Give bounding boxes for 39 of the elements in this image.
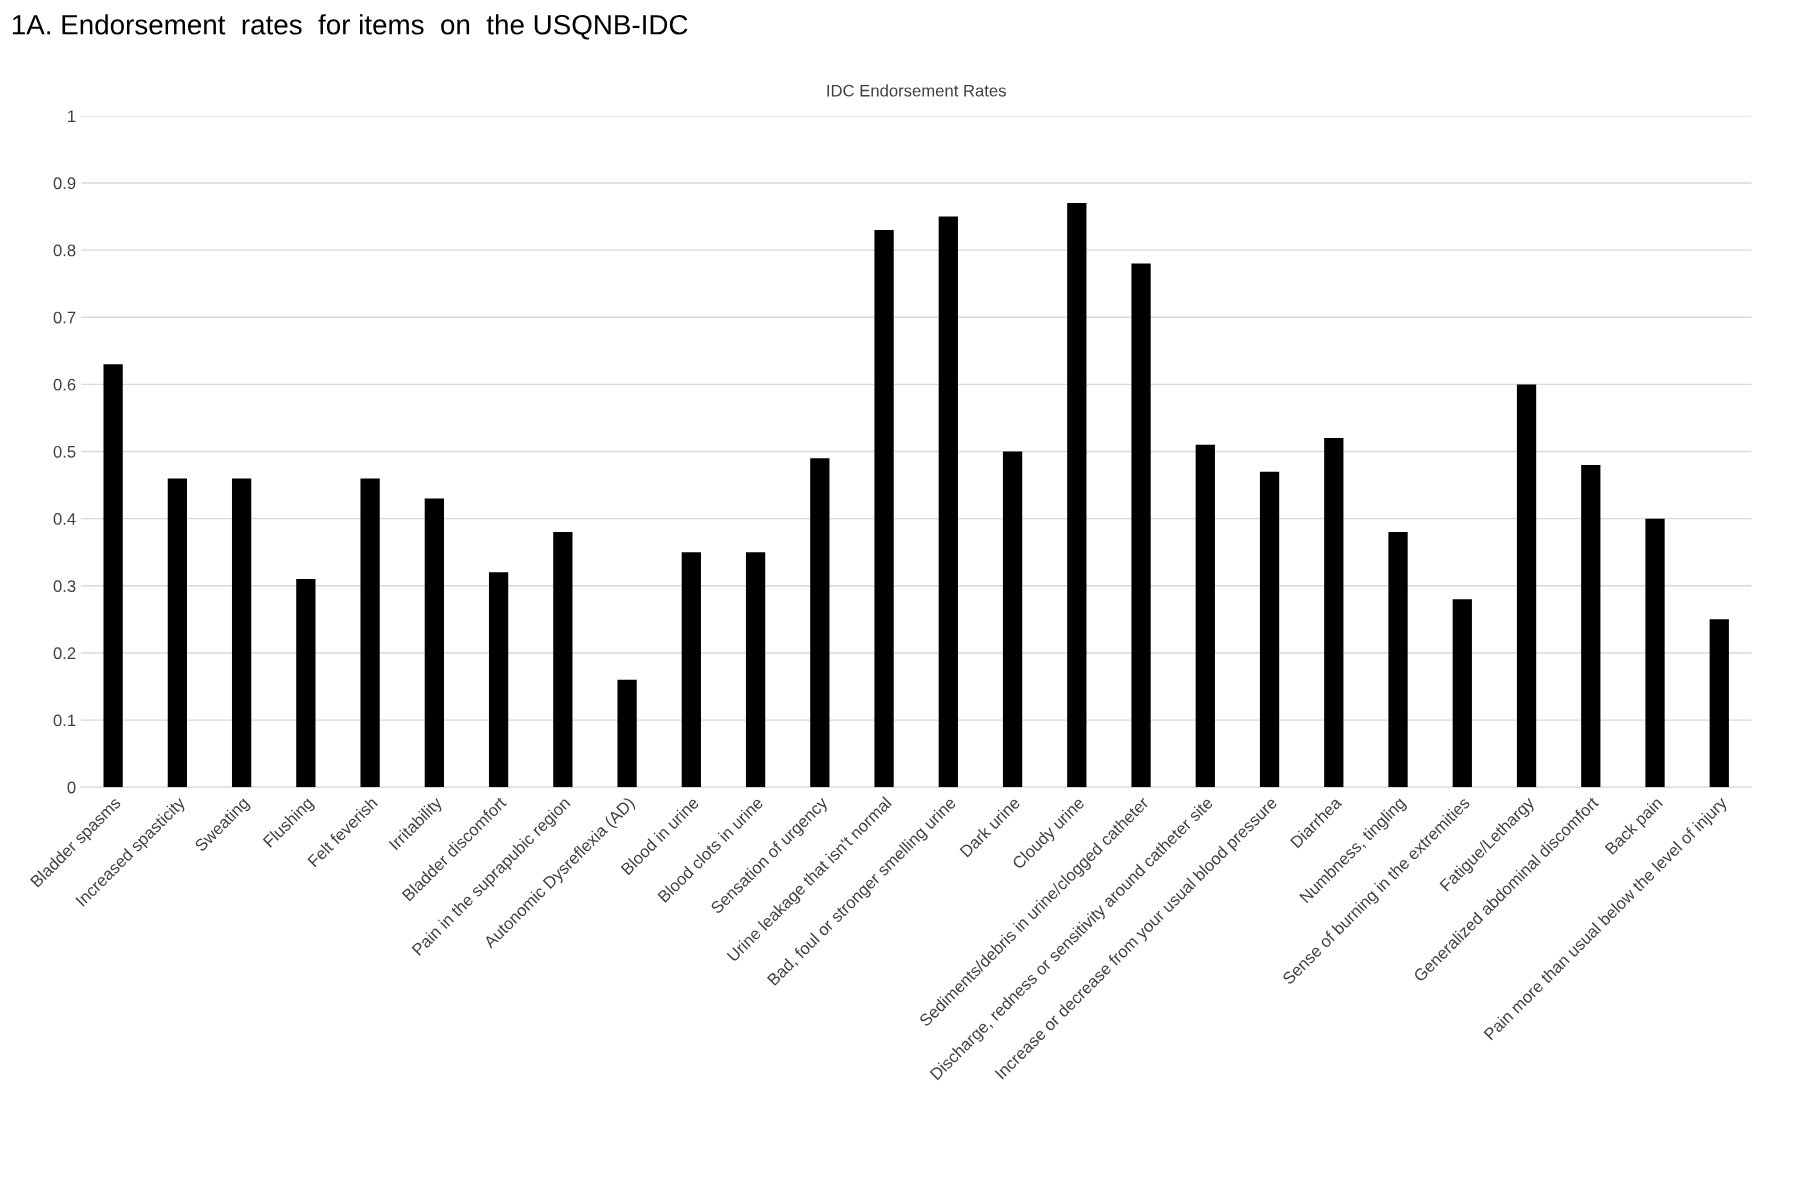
y-tick-label: 0.1 xyxy=(53,714,76,727)
text: 1A. Endorsement rates for items on the USQNB-IDC xyxy=(12,14,688,40)
bar xyxy=(938,216,958,788)
y-tick-label: 0.4 xyxy=(53,513,76,525)
bar xyxy=(874,229,894,788)
bar xyxy=(488,572,509,788)
y-tick-label: 0 xyxy=(67,781,76,794)
bar xyxy=(1195,444,1215,788)
bar xyxy=(617,679,637,788)
y-tick-label: 0.6 xyxy=(53,378,76,391)
bar xyxy=(167,478,188,788)
bar xyxy=(745,552,766,788)
y-tick-label: 0.2 xyxy=(53,647,76,660)
y-tick-label: 0.7 xyxy=(53,311,76,324)
bar xyxy=(1067,203,1087,788)
y-tick-label: 1 xyxy=(68,110,76,122)
bar xyxy=(1002,451,1023,788)
y-tick-label: 0.3 xyxy=(53,580,76,592)
bar xyxy=(1388,532,1408,788)
bar xyxy=(1259,471,1280,788)
y-tick-label: 0.8 xyxy=(53,244,76,257)
bar xyxy=(553,532,573,788)
bar xyxy=(424,498,444,788)
y-tick-label: 0.5 xyxy=(53,445,76,458)
chart-title: IDC Endorsement Rates xyxy=(827,84,1006,97)
bar xyxy=(1131,263,1151,788)
bar xyxy=(681,552,701,788)
bar xyxy=(296,579,316,788)
bar xyxy=(1581,464,1601,788)
bar xyxy=(360,478,380,788)
bar xyxy=(1645,518,1665,788)
y-tick-label: 0.9 xyxy=(53,177,76,190)
bar xyxy=(1324,438,1344,788)
bar xyxy=(1452,599,1472,788)
bar xyxy=(1709,619,1729,788)
bar xyxy=(810,458,830,788)
bar xyxy=(1516,384,1537,788)
bar xyxy=(103,364,123,788)
bar xyxy=(231,478,252,788)
